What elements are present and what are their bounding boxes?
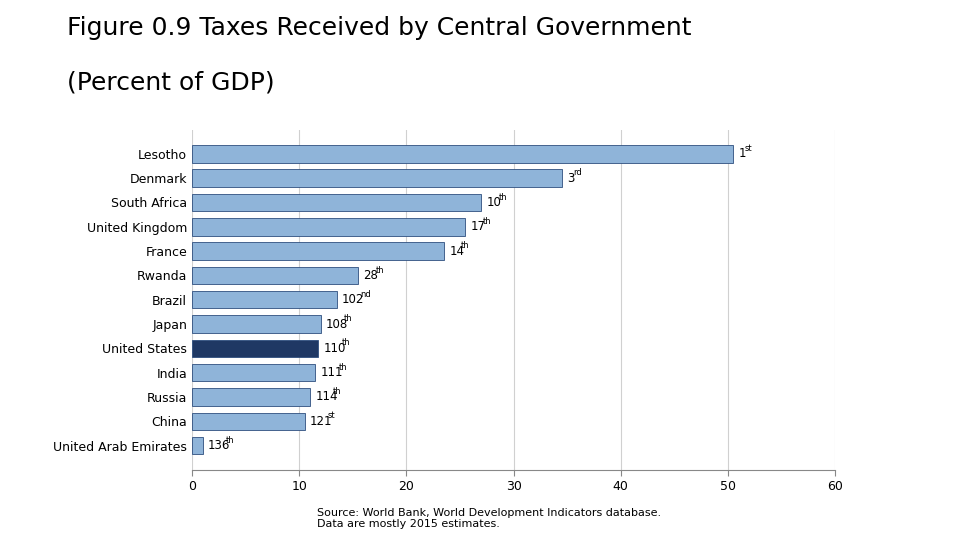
Text: 14: 14 — [449, 245, 465, 258]
Bar — [192, 413, 304, 430]
Bar — [192, 364, 315, 381]
Text: 28: 28 — [364, 269, 378, 282]
Text: st: st — [745, 144, 753, 153]
Bar — [192, 145, 733, 163]
Bar — [192, 267, 358, 284]
Text: th: th — [226, 436, 234, 445]
Text: 108: 108 — [326, 318, 348, 330]
Bar — [192, 218, 466, 235]
Bar — [192, 194, 481, 211]
Text: th: th — [333, 387, 342, 396]
Bar — [192, 340, 319, 357]
Text: Figure 0.9 Taxes Received by Central Government: Figure 0.9 Taxes Received by Central Gov… — [67, 16, 692, 40]
Text: th: th — [375, 266, 384, 274]
Text: (Percent of GDP): (Percent of GDP) — [67, 70, 275, 94]
Text: st: st — [327, 411, 335, 421]
Bar — [192, 315, 321, 333]
Text: 111: 111 — [321, 366, 343, 379]
Text: th: th — [344, 314, 352, 323]
Text: 110: 110 — [324, 342, 347, 355]
Text: 10: 10 — [487, 196, 502, 209]
Text: th: th — [483, 217, 492, 226]
Text: 102: 102 — [342, 293, 365, 306]
Bar — [192, 388, 310, 406]
Text: Source: World Bank, World Development Indicators database.
Data are mostly 2015 : Source: World Bank, World Development In… — [317, 508, 660, 529]
Text: th: th — [342, 339, 350, 347]
Text: 121: 121 — [310, 415, 332, 428]
Text: th: th — [338, 363, 347, 372]
Text: 114: 114 — [315, 390, 338, 403]
Text: 3: 3 — [567, 172, 575, 185]
Text: th: th — [461, 241, 469, 250]
Bar — [192, 437, 203, 454]
Bar — [192, 291, 337, 308]
Text: th: th — [498, 193, 507, 201]
Bar — [192, 242, 444, 260]
Text: nd: nd — [360, 290, 371, 299]
Text: 136: 136 — [208, 439, 230, 452]
Bar — [192, 170, 562, 187]
Text: 17: 17 — [470, 220, 486, 233]
Text: 1: 1 — [738, 147, 746, 160]
Text: rd: rd — [573, 168, 582, 177]
